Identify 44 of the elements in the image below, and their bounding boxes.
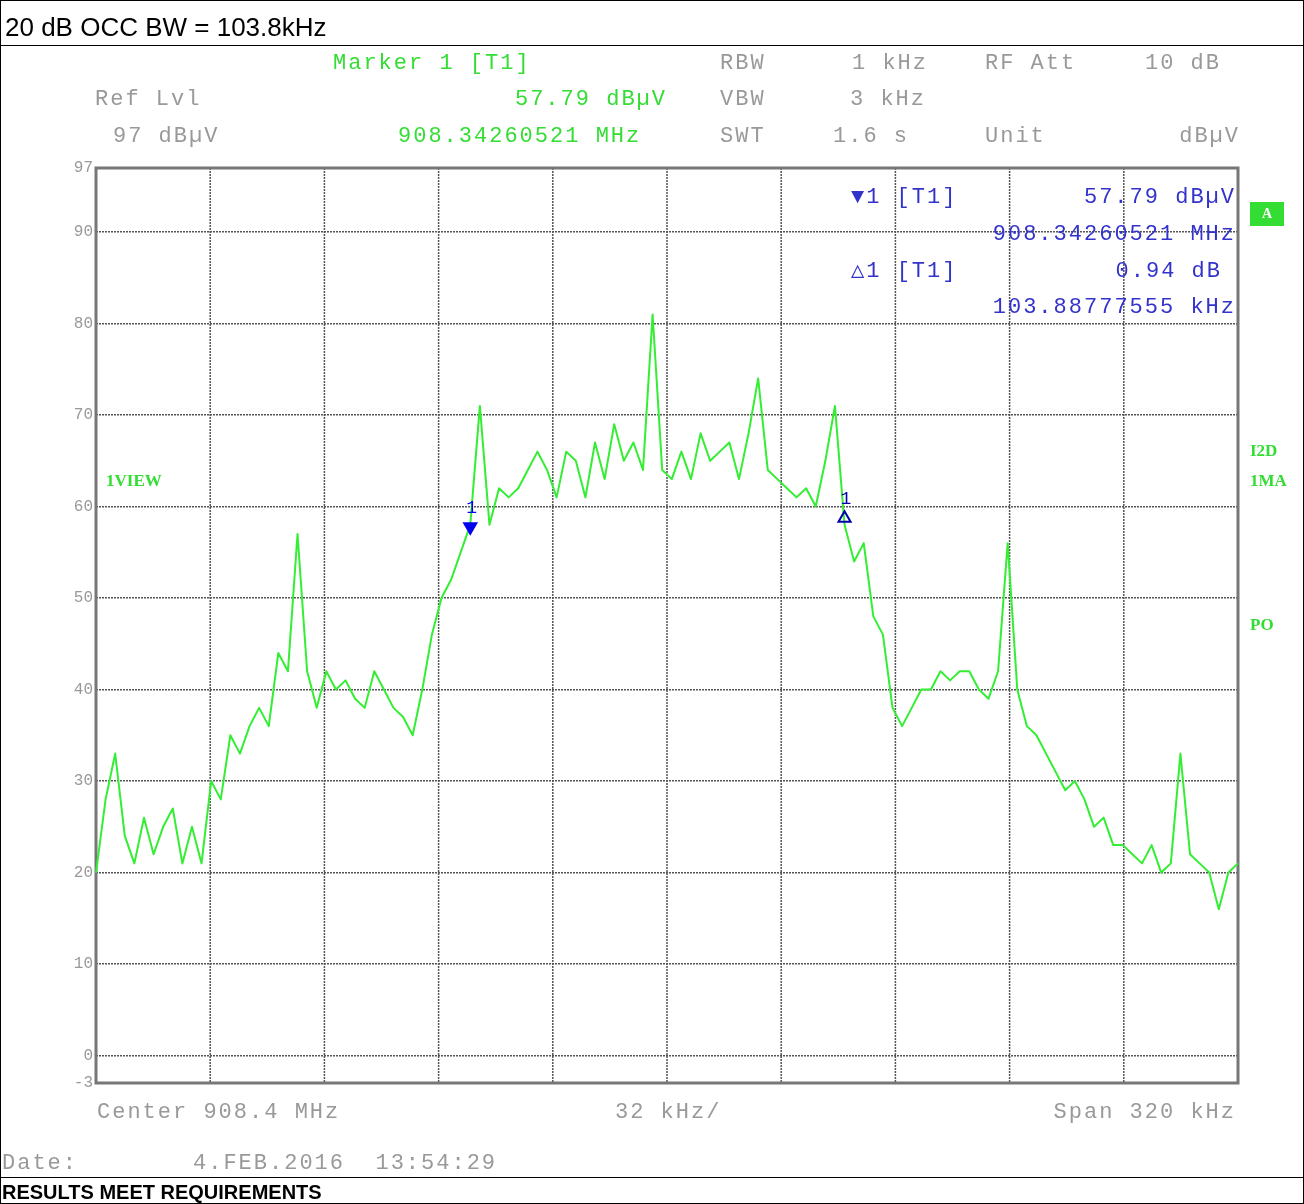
text: 4.FEB.2016 13:54:29: [193, 1151, 498, 1176]
y-tick-label: 70: [73, 406, 93, 425]
annotation: 0.94 dB: [1115, 259, 1222, 284]
text: Unit: [985, 124, 1046, 149]
text: 1.6 s: [833, 124, 910, 149]
y-tick-label: 20: [73, 863, 93, 882]
text: 908.34260521 MHz: [398, 124, 642, 149]
text: Date:: [2, 1151, 79, 1176]
annotation: 57.79 dBµV: [1083, 185, 1236, 210]
y-tick-label: 60: [73, 497, 93, 516]
y-tick-label: 97: [73, 159, 93, 178]
y-tick-label: 90: [73, 223, 93, 242]
y-tick-label: 50: [73, 589, 93, 608]
annotation: ▼1 [T1]: [851, 185, 958, 210]
y-tick-label: 40: [73, 680, 93, 699]
chart-title: 20 dB OCC BW = 103.8kHz: [5, 12, 327, 42]
y-tick-label: 0: [83, 1046, 93, 1065]
text: dBµV: [1179, 124, 1240, 149]
text: RESULTS MEET REQUIREMENTS: [2, 1180, 322, 1204]
y-tick-label: 30: [73, 772, 93, 791]
text: 32 kHz/: [615, 1100, 722, 1125]
annotation: 103.88777555 kHz: [992, 295, 1236, 320]
text: A: [1250, 202, 1285, 226]
y-tick-label: 10: [73, 955, 93, 974]
text: Span 320 kHz: [1053, 1100, 1236, 1125]
text: RBW: [720, 51, 766, 76]
text: 3 kHz: [850, 87, 927, 112]
text: 1 kHz: [852, 51, 929, 76]
text: 57.79 dBµV: [514, 87, 667, 112]
y-tick-label: 80: [73, 314, 93, 333]
annotation: 1VIEW: [106, 470, 162, 492]
text: VBW: [720, 87, 766, 112]
text: Center 908.4 MHz: [97, 1100, 341, 1125]
text: SWT: [720, 124, 766, 149]
text: Marker 1 [T1]: [333, 51, 531, 76]
text: 97 dBµV: [113, 124, 220, 149]
text: PO: [1250, 614, 1274, 636]
text: 1MA: [1250, 470, 1287, 492]
annotation: △1 [T1]: [851, 259, 958, 284]
text: RF Att: [985, 51, 1077, 76]
text: 10 dB: [1145, 51, 1222, 76]
text: Ref Lvl: [95, 87, 202, 112]
text: I2D: [1250, 440, 1278, 462]
y-tick-label: -3: [73, 1074, 93, 1093]
